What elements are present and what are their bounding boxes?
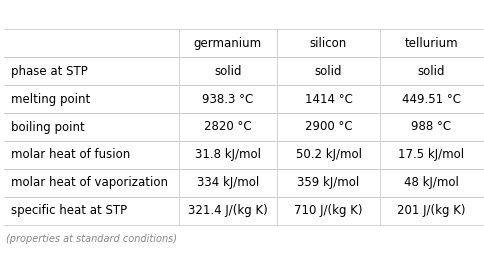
Text: 359 kJ/mol: 359 kJ/mol [297, 176, 360, 189]
Text: 334 kJ/mol: 334 kJ/mol [197, 176, 259, 189]
Text: 1414 °C: 1414 °C [304, 92, 352, 106]
Text: silicon: silicon [310, 37, 347, 50]
Text: boiling point: boiling point [11, 120, 85, 134]
Text: phase at STP: phase at STP [11, 65, 88, 78]
Text: molar heat of fusion: molar heat of fusion [11, 148, 130, 162]
Text: solid: solid [418, 65, 445, 78]
Text: 17.5 kJ/mol: 17.5 kJ/mol [398, 148, 465, 162]
Text: 449.51 °C: 449.51 °C [402, 92, 461, 106]
Text: molar heat of vaporization: molar heat of vaporization [11, 176, 168, 189]
Text: germanium: germanium [194, 37, 262, 50]
Text: specific heat at STP: specific heat at STP [11, 204, 127, 217]
Text: 710 J/(kg K): 710 J/(kg K) [294, 204, 363, 217]
Text: 50.2 kJ/mol: 50.2 kJ/mol [296, 148, 362, 162]
Text: 988 °C: 988 °C [411, 120, 452, 134]
Text: solid: solid [214, 65, 242, 78]
Text: 2820 °C: 2820 °C [204, 120, 252, 134]
Text: (properties at standard conditions): (properties at standard conditions) [6, 234, 177, 244]
Text: tellurium: tellurium [405, 37, 458, 50]
Text: 201 J/(kg K): 201 J/(kg K) [397, 204, 466, 217]
Text: 31.8 kJ/mol: 31.8 kJ/mol [195, 148, 261, 162]
Text: 48 kJ/mol: 48 kJ/mol [404, 176, 459, 189]
Text: melting point: melting point [11, 92, 91, 106]
Text: solid: solid [315, 65, 342, 78]
Text: 321.4 J/(kg K): 321.4 J/(kg K) [188, 204, 268, 217]
Text: 938.3 °C: 938.3 °C [202, 92, 254, 106]
Text: 2900 °C: 2900 °C [305, 120, 352, 134]
